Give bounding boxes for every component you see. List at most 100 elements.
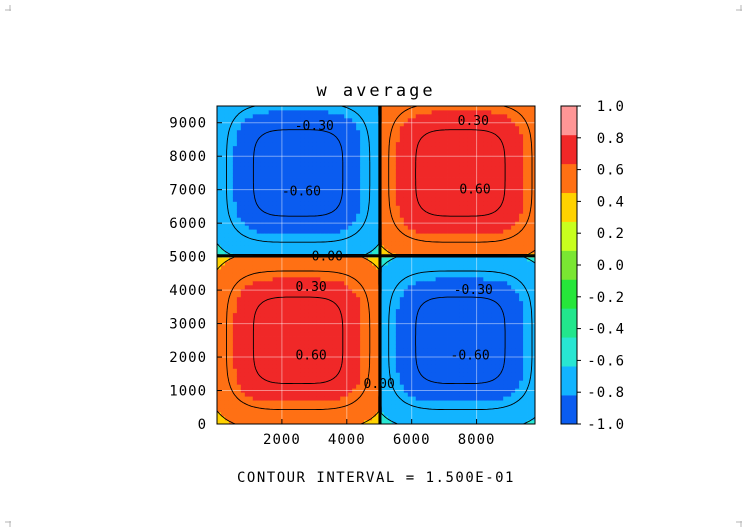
- field-cell: [304, 408, 309, 413]
- field-cell: [419, 133, 425, 139]
- field-cell: [387, 185, 393, 190]
- field-cell: [427, 404, 433, 409]
- field-cell: [379, 241, 385, 246]
- field-cell: [387, 129, 393, 135]
- field-cell: [300, 229, 305, 234]
- field-cell: [431, 121, 437, 127]
- field-cell: [276, 106, 282, 111]
- field-cell: [248, 400, 254, 405]
- field-cell: [236, 376, 242, 381]
- field-cell: [455, 376, 460, 381]
- field-cell: [423, 368, 429, 373]
- field-cell: [451, 288, 456, 294]
- field-cell: [284, 201, 289, 206]
- field-cell: [280, 276, 285, 282]
- field-cell: [451, 420, 456, 425]
- field-cell: [228, 169, 234, 174]
- field-cell: [264, 376, 270, 381]
- field-cell: [244, 408, 250, 413]
- field-cell: [336, 241, 341, 246]
- field-cell: [399, 392, 405, 397]
- field-cell: [244, 368, 250, 373]
- field-cell: [312, 165, 317, 170]
- field-cell: [328, 368, 333, 373]
- field-cell: [447, 384, 452, 389]
- field-cell: [423, 157, 429, 163]
- field-cell: [248, 296, 254, 302]
- field-cell: [340, 233, 345, 238]
- field-cell: [324, 145, 329, 151]
- field-cell: [427, 364, 433, 369]
- field-cell: [439, 181, 444, 186]
- field-cell: [431, 245, 437, 250]
- field-cell: [411, 169, 417, 174]
- field-cell: [344, 336, 349, 341]
- field-cell: [280, 388, 285, 393]
- field-cell: [431, 189, 437, 194]
- field-cell: [324, 408, 329, 413]
- field-cell: [256, 416, 262, 421]
- field-cell: [463, 404, 468, 409]
- field-cell: [316, 185, 321, 190]
- field-cell: [268, 352, 274, 357]
- field-cell: [443, 336, 448, 341]
- field-cell: [232, 296, 238, 302]
- field-cell: [459, 272, 464, 278]
- field-cell: [268, 272, 274, 278]
- field-cell: [236, 153, 242, 159]
- field-cell: [443, 157, 448, 163]
- field-cell: [217, 109, 222, 115]
- field-cell: [447, 284, 452, 290]
- field-cell: [224, 348, 230, 353]
- field-cell: [220, 233, 226, 238]
- field-cell: [320, 141, 325, 147]
- field-cell: [439, 404, 444, 409]
- field-cell: [308, 109, 313, 115]
- field-cell: [376, 169, 381, 174]
- field-cell: [419, 380, 425, 385]
- field-cell: [300, 344, 305, 349]
- field-cell: [352, 380, 357, 385]
- field-cell: [356, 249, 361, 254]
- field-cell: [336, 149, 341, 155]
- field-cell: [228, 213, 234, 218]
- field-cell: [340, 312, 345, 318]
- field-cell: [447, 280, 452, 286]
- field-cell: [356, 316, 361, 322]
- field-cell: [292, 189, 297, 194]
- field-cell: [248, 257, 254, 262]
- field-cell: [296, 300, 301, 306]
- field-cell: [236, 137, 242, 143]
- field-cell: [284, 340, 289, 345]
- field-cell: [391, 408, 397, 413]
- field-cell: [328, 400, 333, 405]
- field-cell: [284, 173, 289, 178]
- field-cell: [451, 106, 456, 111]
- field-cell: [336, 340, 341, 345]
- field-cell: [368, 360, 373, 365]
- field-cell: [364, 137, 369, 143]
- field-cell: [320, 209, 325, 214]
- field-cell: [395, 121, 401, 127]
- field-cell: [364, 193, 369, 198]
- field-cell: [296, 344, 301, 349]
- field-cell: [320, 324, 325, 330]
- field-cell: [240, 276, 246, 282]
- field-cell: [224, 217, 230, 222]
- field-cell: [348, 320, 353, 326]
- field-cell: [340, 141, 345, 147]
- field-cell: [328, 185, 333, 190]
- field-cell: [360, 113, 365, 119]
- field-cell: [368, 129, 373, 135]
- field-cell: [240, 209, 246, 214]
- field-cell: [232, 404, 238, 409]
- field-cell: [316, 209, 321, 214]
- field-cell: [308, 153, 313, 159]
- field-cell: [364, 261, 369, 266]
- field-cell: [292, 388, 297, 393]
- field-cell: [236, 141, 242, 147]
- field-cell: [419, 257, 425, 262]
- field-cell: [415, 280, 421, 286]
- field-cell: [236, 233, 242, 238]
- field-cell: [252, 304, 258, 310]
